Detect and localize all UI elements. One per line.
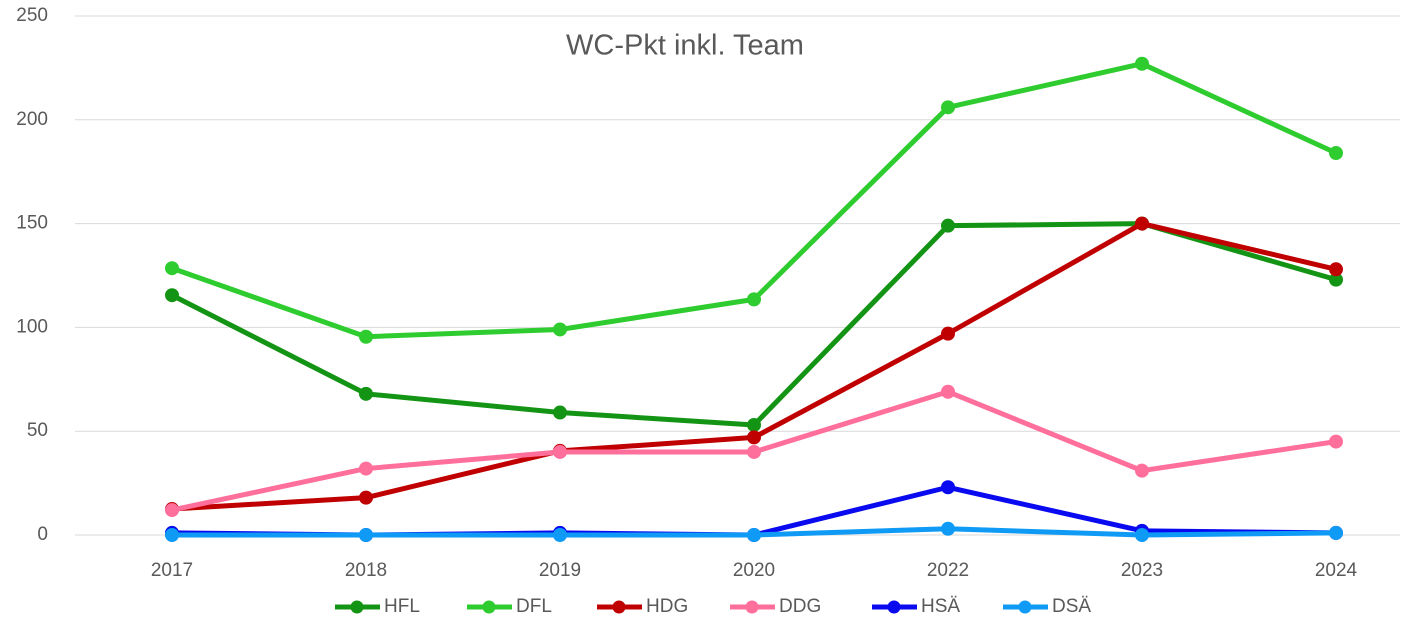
legend-label: HSÄ [921,596,960,617]
data-point [165,528,179,542]
data-point [1329,525,1343,540]
data-point [359,528,373,542]
legend-marker [1018,600,1032,614]
data-point [165,261,179,276]
legend-marker [745,600,759,614]
y-tick-label: 150 [16,213,48,234]
data-point [747,430,761,445]
y-tick-label: 250 [16,5,48,26]
data-point [359,490,373,505]
data-point [941,480,955,495]
data-point [359,329,373,344]
data-point [359,386,373,401]
y-tick-label: 100 [16,316,48,337]
legend-marker [482,600,496,614]
legend-label: DDG [779,596,821,617]
legend-marker [350,600,364,614]
x-tick-label: 2023 [1121,560,1163,581]
data-point [1135,216,1149,231]
x-tick-label: 2018 [345,560,387,581]
data-point [1135,56,1149,71]
data-point [1329,262,1343,277]
data-point [747,528,761,542]
data-point [1135,463,1149,478]
legend-label: DSÄ [1052,596,1091,617]
data-point [941,218,955,233]
legend-label: HFL [384,596,420,617]
legend-marker [612,600,626,614]
x-tick-label: 2024 [1315,560,1358,581]
data-point [941,384,955,399]
data-point [165,288,179,303]
data-point [941,100,955,115]
data-point [747,444,761,459]
data-point [553,322,567,337]
data-point [359,461,373,476]
data-point [1329,146,1343,161]
chart-title: WC-Pkt inkl. Team [566,30,804,62]
data-point [941,326,955,341]
x-tick-label: 2022 [927,560,969,581]
data-point [1329,434,1343,449]
data-point [553,405,567,420]
x-tick-label: 2020 [733,560,775,581]
legend-label: HDG [646,596,688,617]
data-point [553,444,567,459]
data-point [553,528,567,542]
data-point [747,292,761,307]
y-tick-label: 200 [16,109,48,130]
x-tick-label: 2017 [151,560,193,581]
series-line [170,221,1337,428]
y-tick-label: 0 [37,524,48,545]
data-point [165,503,179,518]
x-tick-label: 2019 [539,560,581,581]
legend-marker [887,600,901,614]
series-line [171,484,1337,538]
data-point [747,417,761,432]
data-point [941,521,955,536]
data-point [1135,528,1149,542]
y-tick-label: 50 [27,420,48,441]
legend-label: DFL [516,596,552,617]
